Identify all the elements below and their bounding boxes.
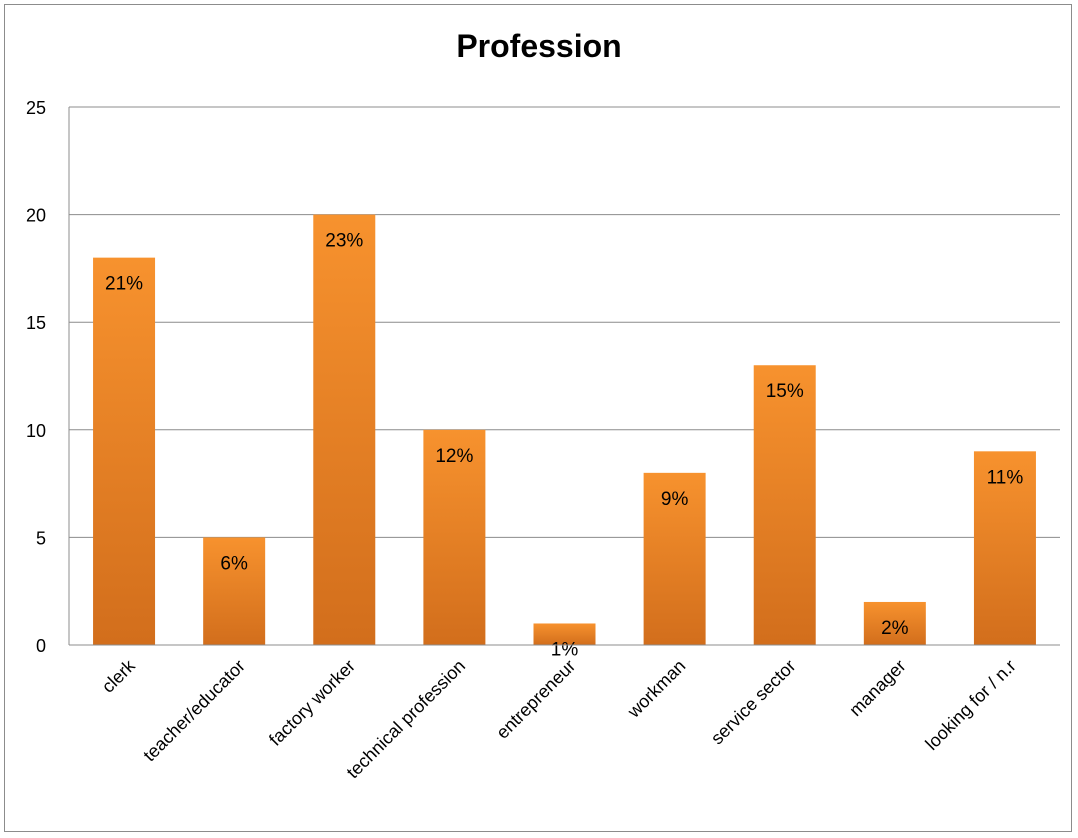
data-label: 12%	[435, 446, 473, 467]
bar	[93, 257, 156, 645]
x-tick-label: clerk	[98, 655, 140, 697]
data-label: 6%	[220, 553, 248, 574]
chart-title: Profession	[456, 28, 622, 64]
y-tick-label: 20	[26, 206, 46, 226]
bar	[203, 537, 266, 645]
x-tick-label: looking for / n.r	[921, 656, 1019, 754]
bar	[533, 623, 596, 645]
x-tick-label: workman	[623, 656, 689, 722]
x-tick-label: technical profession	[343, 656, 470, 783]
bar	[643, 472, 706, 645]
y-tick-label: 25	[26, 98, 46, 118]
x-tick-label: entrepreneur	[492, 656, 579, 743]
x-tick-label: factory worker	[265, 656, 359, 750]
y-tick-label: 0	[36, 636, 46, 656]
x-tick-label: teacher/educator	[139, 656, 249, 766]
bar	[863, 601, 926, 645]
data-label: 21%	[105, 274, 143, 295]
data-label: 11%	[987, 467, 1024, 488]
data-label: 15%	[766, 381, 804, 402]
data-label: 9%	[661, 489, 689, 510]
bar	[753, 365, 816, 645]
data-label: 2%	[881, 618, 909, 639]
bar	[313, 214, 376, 645]
y-tick-label: 10	[26, 421, 46, 441]
bar	[973, 451, 1036, 645]
x-tick-label: manager	[845, 656, 909, 720]
bar	[423, 429, 486, 645]
chart-frame	[4, 4, 1072, 832]
y-tick-label: 15	[26, 313, 46, 333]
data-label: 23%	[325, 231, 363, 252]
y-tick-label: 5	[36, 528, 46, 548]
x-tick-label: service sector	[707, 656, 800, 749]
